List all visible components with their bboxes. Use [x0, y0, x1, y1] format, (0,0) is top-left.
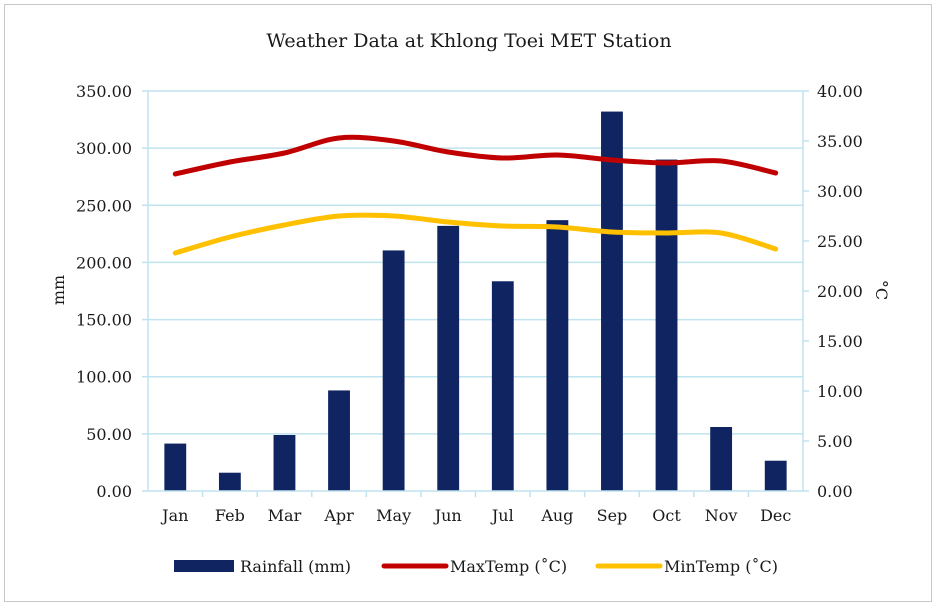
- rainfall-bar: [382, 250, 405, 491]
- y-tick-right-label: 25.00: [817, 232, 863, 251]
- x-tick-label: Feb: [215, 506, 245, 525]
- y-tick-left-label: 100.00: [76, 368, 132, 387]
- x-tick-label: Sep: [597, 506, 628, 525]
- rainfall-bar: [218, 472, 241, 491]
- legend: Rainfall (mm) MaxTemp (˚C) MinTemp (˚C): [174, 557, 778, 576]
- legend-label-mintemp: MinTemp (˚C): [664, 557, 778, 576]
- rainfall-bar: [164, 443, 187, 491]
- y-tick-left-label: 50.00: [86, 425, 132, 444]
- x-tick-label: Nov: [705, 506, 738, 525]
- rainfall-bar: [273, 435, 296, 491]
- x-tick-label: Jul: [490, 506, 514, 525]
- y-tick-left-label: 350.00: [76, 82, 132, 101]
- x-tick-label: Dec: [760, 506, 791, 525]
- chart-title: Weather Data at Khlong Toei MET Station: [266, 30, 671, 52]
- y-tick-right-label: 5.00: [817, 432, 853, 451]
- x-tick-label: Oct: [652, 506, 681, 525]
- rainfall-bar: [710, 427, 733, 491]
- rainfall-bar: [601, 111, 623, 492]
- y-axis-right-label: °C: [872, 280, 891, 300]
- maxtemp-line: [172, 134, 779, 177]
- x-tick-label: May: [376, 506, 411, 525]
- y-tick-right-label: 10.00: [817, 382, 863, 401]
- chart-frame: [4, 4, 932, 602]
- legend-label-maxtemp: MaxTemp (˚C): [450, 557, 567, 576]
- x-tick-label: Mar: [268, 506, 302, 525]
- rainfall-bars: [164, 111, 787, 492]
- y-tick-left-label: 150.00: [76, 311, 132, 330]
- x-tick-label: Jun: [433, 506, 462, 525]
- rainfall-bar: [328, 390, 350, 491]
- y-tick-right-label: 30.00: [817, 182, 863, 201]
- legend-label-rainfall: Rainfall (mm): [240, 557, 351, 576]
- mintemp-line: [172, 212, 779, 256]
- y-tick-right-label: 40.00: [817, 82, 863, 101]
- x-tick-label: Jan: [160, 506, 188, 525]
- y-tick-right-label: 0.00: [817, 482, 853, 501]
- rainfall-bar: [491, 281, 514, 491]
- y-tick-left-label: 200.00: [76, 253, 132, 272]
- x-tick-label: Aug: [540, 506, 573, 525]
- gridlines: [148, 90, 803, 435]
- y-tick-left-label: 0.00: [96, 482, 132, 501]
- x-tick-label: Apr: [323, 506, 354, 525]
- axes: 0.00 50.00 100.00 150.00 200.00 250.00 300.00 3…: [76, 82, 863, 525]
- y-tick-left-label: 300.00: [76, 139, 132, 158]
- legend-swatch-rainfall: [174, 560, 234, 572]
- y-axis-left-label: mm: [49, 275, 68, 305]
- temperature-lines: [172, 134, 779, 256]
- rainfall-bar: [437, 225, 460, 491]
- y-tick-left-label: 250.00: [76, 196, 132, 215]
- rainfall-bar: [764, 460, 787, 491]
- rainfall-bar: [546, 220, 569, 491]
- y-tick-right-label: 20.00: [817, 282, 863, 301]
- rainfall-bar: [655, 159, 678, 492]
- y-tick-right-label: 15.00: [817, 332, 863, 351]
- y-tick-right-label: 35.00: [817, 132, 863, 151]
